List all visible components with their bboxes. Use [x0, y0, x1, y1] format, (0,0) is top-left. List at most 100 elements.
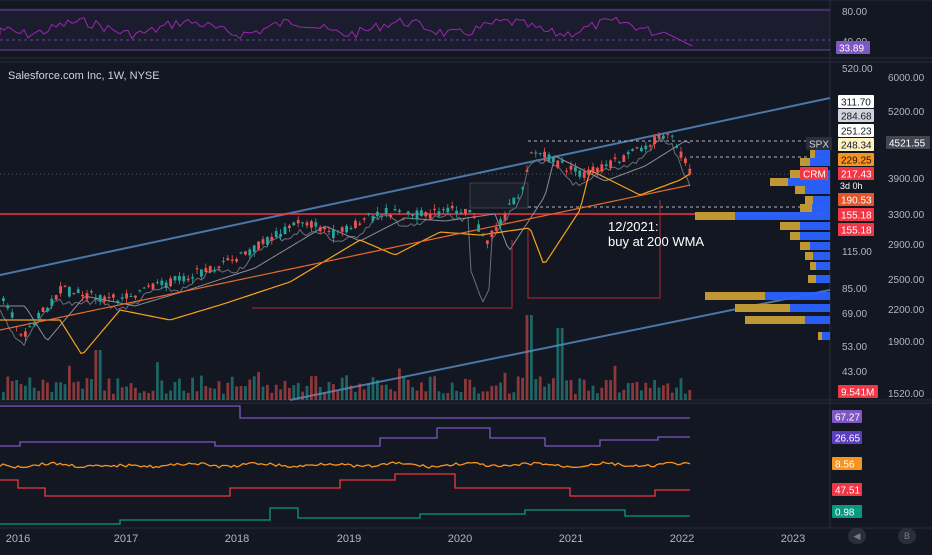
volume-bar — [640, 390, 643, 400]
volume-bar — [380, 385, 384, 400]
candle-body — [657, 134, 661, 139]
candle-body — [358, 223, 362, 225]
volume-bar — [266, 384, 269, 400]
volume-bar — [19, 384, 23, 400]
indicator-value-5: 0.98 — [835, 508, 855, 519]
volume-bar — [50, 391, 54, 400]
scroll-left-icon[interactable]: ◀ — [848, 528, 866, 544]
candle-body — [266, 237, 269, 245]
spx-value-tag: 4521.55 — [889, 139, 926, 150]
candle-body — [398, 210, 401, 212]
candle-body — [406, 211, 410, 215]
volume-profile-row — [810, 262, 830, 270]
candle-body — [142, 287, 146, 289]
volume-profile-row — [695, 212, 830, 220]
volume-bar — [169, 390, 172, 400]
volume-bar — [195, 391, 199, 400]
candle-body — [547, 154, 551, 162]
right-price-tick-1: 5200.00 — [888, 107, 925, 118]
candle-body — [666, 133, 670, 135]
left-price-tick-14: 43.00 — [842, 367, 867, 378]
candle-body — [450, 205, 454, 209]
left-price-tag-2-bg — [838, 109, 874, 122]
volume-bar — [613, 365, 617, 400]
left-price-tick-0: 520.00 — [842, 64, 873, 75]
left-price-tag-4-bg — [838, 138, 874, 151]
candle-body — [420, 210, 423, 217]
volume-bar — [134, 387, 137, 400]
annotation-line-1: 12/2021: — [608, 219, 659, 234]
volume-bar — [560, 328, 564, 400]
volume-bar — [420, 382, 423, 400]
candle-body — [239, 252, 243, 254]
candle-body — [428, 213, 432, 219]
volume-bar — [415, 390, 419, 400]
volume-bar — [112, 393, 115, 400]
candle-body — [72, 293, 76, 295]
candle-body — [622, 155, 626, 162]
candle-body — [2, 298, 5, 302]
volume-bar — [28, 377, 32, 400]
volume-bar — [376, 380, 379, 400]
candle-body — [490, 230, 494, 237]
left-price-tag-6: 217.43 — [841, 170, 872, 181]
indicator-3-line — [0, 461, 691, 469]
right-price-tick-8: 1900.00 — [888, 337, 925, 348]
volume-profile-row — [795, 186, 830, 194]
candle-body — [178, 276, 181, 281]
candle-body — [640, 147, 643, 152]
candle-body — [653, 136, 656, 145]
candle-body — [160, 280, 164, 285]
volume-bar — [81, 388, 84, 400]
crm-badge: CRM — [803, 170, 826, 181]
volume-bar — [173, 382, 177, 400]
volume-bar — [107, 378, 111, 400]
volume-bar — [191, 377, 194, 400]
volume-bar — [565, 380, 568, 400]
volume-profile-row — [770, 178, 830, 186]
left-price-tag-4: 248.34 — [841, 141, 872, 152]
candle-body — [345, 225, 348, 233]
candle-body — [587, 169, 590, 176]
volume-bar — [296, 382, 300, 400]
volume-bar — [354, 391, 357, 400]
candle-body — [626, 152, 630, 155]
indicator-1-line — [0, 405, 690, 419]
indicator-5-line — [0, 507, 690, 525]
volume-bar — [587, 390, 590, 400]
volume-bar — [147, 392, 150, 400]
left-price-tag-1: 311.70 — [841, 98, 871, 109]
volume-value-label: 9.541M — [841, 388, 874, 399]
volume-bar — [481, 391, 485, 400]
candle-body — [81, 294, 84, 297]
b-icon[interactable]: B — [898, 528, 916, 544]
candle-body — [125, 293, 128, 299]
volume-bar — [670, 392, 674, 400]
rsi-band — [0, 8, 830, 50]
volume-bar — [332, 383, 335, 400]
volume-bar — [371, 377, 375, 400]
volume-bar — [244, 386, 247, 400]
candle-body — [336, 230, 340, 232]
volume-bar — [103, 390, 106, 400]
volume-bar — [604, 379, 608, 400]
candle-body — [574, 167, 577, 172]
volume-bar — [116, 378, 120, 400]
volume-bar — [569, 380, 573, 400]
candle-body — [648, 145, 652, 147]
candle-body — [508, 203, 511, 205]
candle-body — [609, 160, 612, 168]
candle-body — [173, 276, 177, 281]
volume-bar — [578, 378, 582, 400]
volume-profile-row-sell — [800, 158, 810, 166]
right-price-tick-4: 3300.00 — [888, 210, 925, 221]
volume-bar — [94, 350, 98, 400]
x-axis-label-2020: 2020 — [448, 533, 472, 545]
x-axis-label-2019: 2019 — [337, 533, 361, 545]
volume-bar — [622, 389, 626, 400]
candle-body — [424, 211, 428, 217]
volume-bar — [428, 376, 432, 400]
candle-body — [512, 197, 516, 205]
